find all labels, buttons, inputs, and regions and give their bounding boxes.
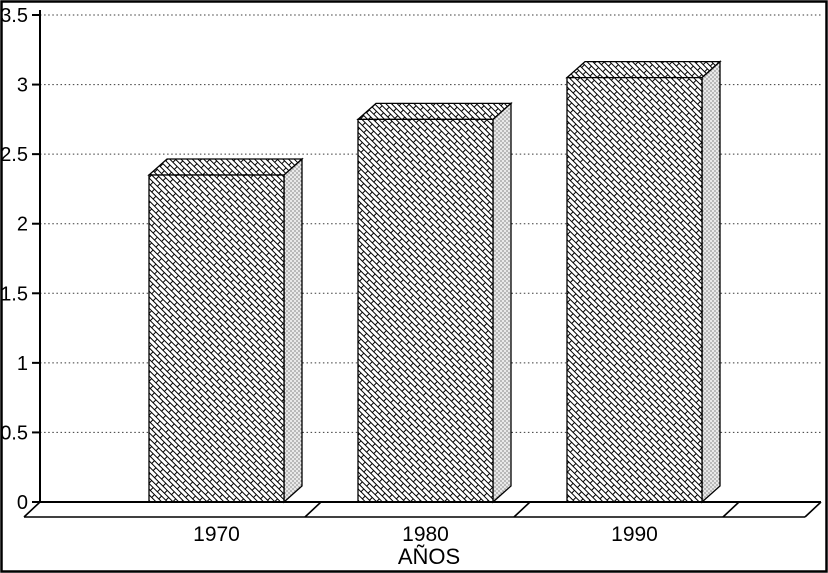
bar-front-face <box>566 76 703 503</box>
x-category-label: 1970 <box>193 523 240 546</box>
x-axis-title: AÑOS <box>398 544 460 569</box>
y-tick-label: 0.5 <box>0 422 28 444</box>
bar-1980 <box>356 101 513 504</box>
floor-right-edge <box>804 501 822 518</box>
x-category-label: 1980 <box>402 523 449 546</box>
bar-front-face <box>357 118 494 503</box>
axes <box>23 10 822 518</box>
bar-top-face <box>147 158 304 176</box>
category-tick <box>304 501 322 518</box>
category-tick <box>513 501 531 518</box>
y-tick-label: 2 <box>17 214 28 236</box>
y-tick-label: 1 <box>17 353 28 375</box>
bar-1990 <box>565 60 722 504</box>
bars <box>147 60 722 504</box>
y-tick-label: 3 <box>17 75 28 97</box>
bar-side-face <box>701 60 721 504</box>
bar-front-face <box>148 174 285 503</box>
y-tick-label: 0 <box>17 492 28 514</box>
y-tick-label: 1.5 <box>0 283 28 305</box>
y-tick-label: 2.5 <box>0 144 28 166</box>
y-tick-label: 3.5 <box>0 5 28 27</box>
bar-top-face <box>565 60 722 79</box>
bar-top-face <box>356 102 513 121</box>
bar-side-face <box>283 157 303 504</box>
floor-left-edge <box>23 501 41 518</box>
category-tick <box>722 501 740 518</box>
x-category-label: 1990 <box>611 523 658 546</box>
bar-side-face <box>492 101 512 504</box>
y-tick-labels: 0 0.5 1 1.5 2 2.5 3 3.5 <box>0 5 28 514</box>
bar-1970 <box>147 157 304 504</box>
x-category-labels: 1970 1980 1990 <box>193 523 658 546</box>
